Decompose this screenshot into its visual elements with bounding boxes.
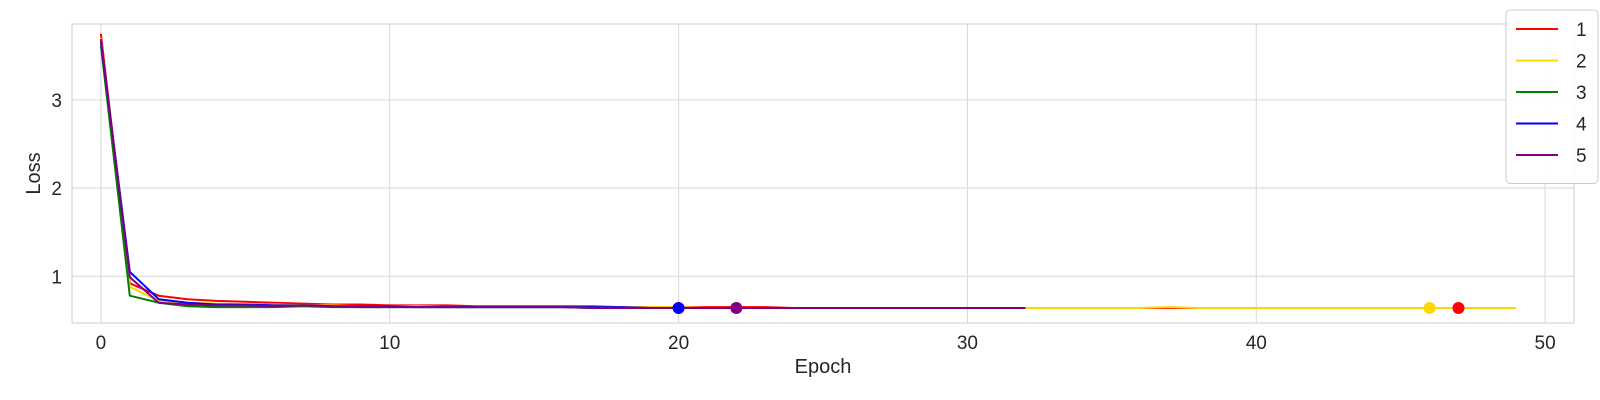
series-marker-1: [1452, 302, 1465, 315]
series-marker-2: [1423, 302, 1436, 315]
series-line-2: [99, 37, 1517, 309]
x-axis-label: Epoch: [795, 356, 852, 378]
y-tick-labels: 1 2 3: [51, 91, 62, 288]
series-line-3: [99, 45, 1026, 309]
series-line-4: [99, 41, 1026, 309]
grid: [72, 24, 1574, 323]
legend-label-1: 1: [1576, 20, 1587, 41]
y-axis-label: Loss: [23, 152, 45, 194]
x-tick-labels: 0 10 20 30 40 50: [96, 333, 1556, 354]
x-tick-label: 0: [96, 333, 107, 354]
series-line-5: [99, 38, 1026, 309]
x-tick-label: 30: [957, 333, 978, 354]
x-tick-label: 10: [379, 333, 400, 354]
y-tick-label: 1: [51, 267, 62, 288]
plot-frame: [71, 23, 1575, 324]
legend-label-2: 2: [1576, 52, 1587, 73]
series-line-1: [99, 33, 1459, 309]
y-tick-label: 3: [51, 91, 62, 112]
legend-label-4: 4: [1576, 115, 1587, 136]
y-tick-label: 2: [51, 179, 62, 200]
legend-box: [1505, 9, 1599, 184]
legend: 1 2 3 4 5: [1505, 9, 1599, 184]
series-markers: [672, 302, 1465, 315]
legend-label-3: 3: [1576, 83, 1587, 104]
series-marker-5: [730, 302, 743, 315]
x-tick-label: 20: [668, 333, 689, 354]
series-marker-4: [672, 302, 685, 315]
x-tick-label: 50: [1535, 333, 1556, 354]
series-lines: [99, 33, 1517, 309]
legend-label-5: 5: [1576, 146, 1587, 167]
x-tick-label: 40: [1246, 333, 1267, 354]
